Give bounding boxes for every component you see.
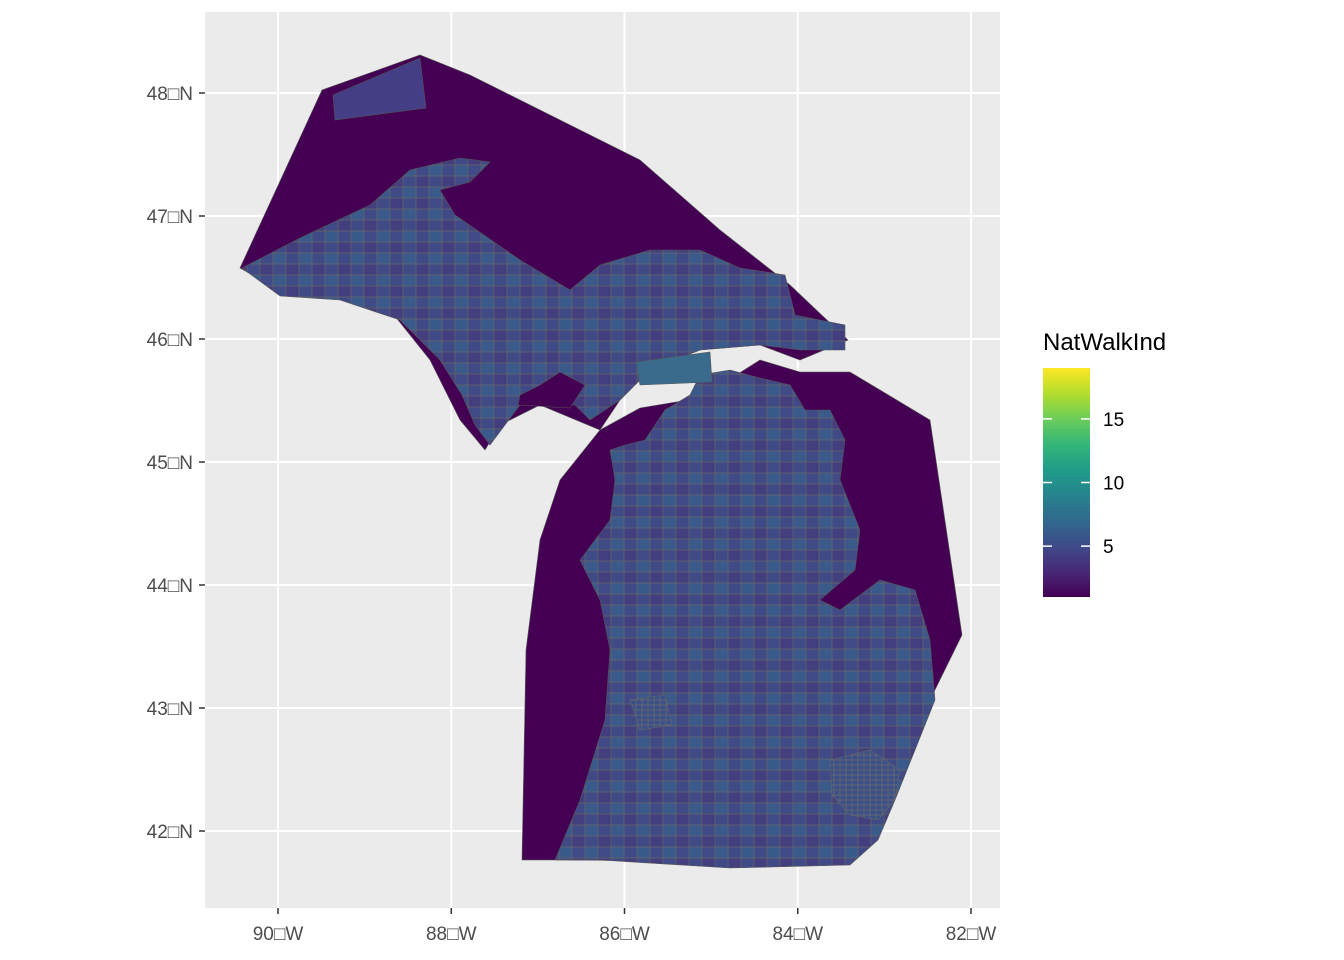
y-tick-label: 44□N bbox=[147, 576, 193, 597]
y-tick-label: 45□N bbox=[147, 453, 193, 474]
legend-title: NatWalkInd bbox=[1043, 329, 1166, 356]
legend: NatWalkInd 5 10 15 bbox=[1043, 329, 1166, 597]
x-tick-label: 90□W bbox=[253, 924, 304, 945]
legend-label: 15 bbox=[1103, 410, 1124, 431]
y-tick-label: 42□N bbox=[147, 822, 193, 843]
x-tick-label: 82□W bbox=[946, 924, 997, 945]
x-tick-label: 86□W bbox=[599, 924, 650, 945]
legend-label: 10 bbox=[1103, 474, 1124, 495]
legend-label: 5 bbox=[1103, 537, 1114, 558]
y-tick-label: 46□N bbox=[147, 330, 193, 351]
y-tick-label: 43□N bbox=[147, 699, 193, 720]
y-tick-label: 48□N bbox=[147, 84, 193, 105]
x-tick-label: 88□W bbox=[426, 924, 477, 945]
y-tick-label: 47□N bbox=[147, 207, 193, 228]
x-tick-label: 84□W bbox=[772, 924, 823, 945]
